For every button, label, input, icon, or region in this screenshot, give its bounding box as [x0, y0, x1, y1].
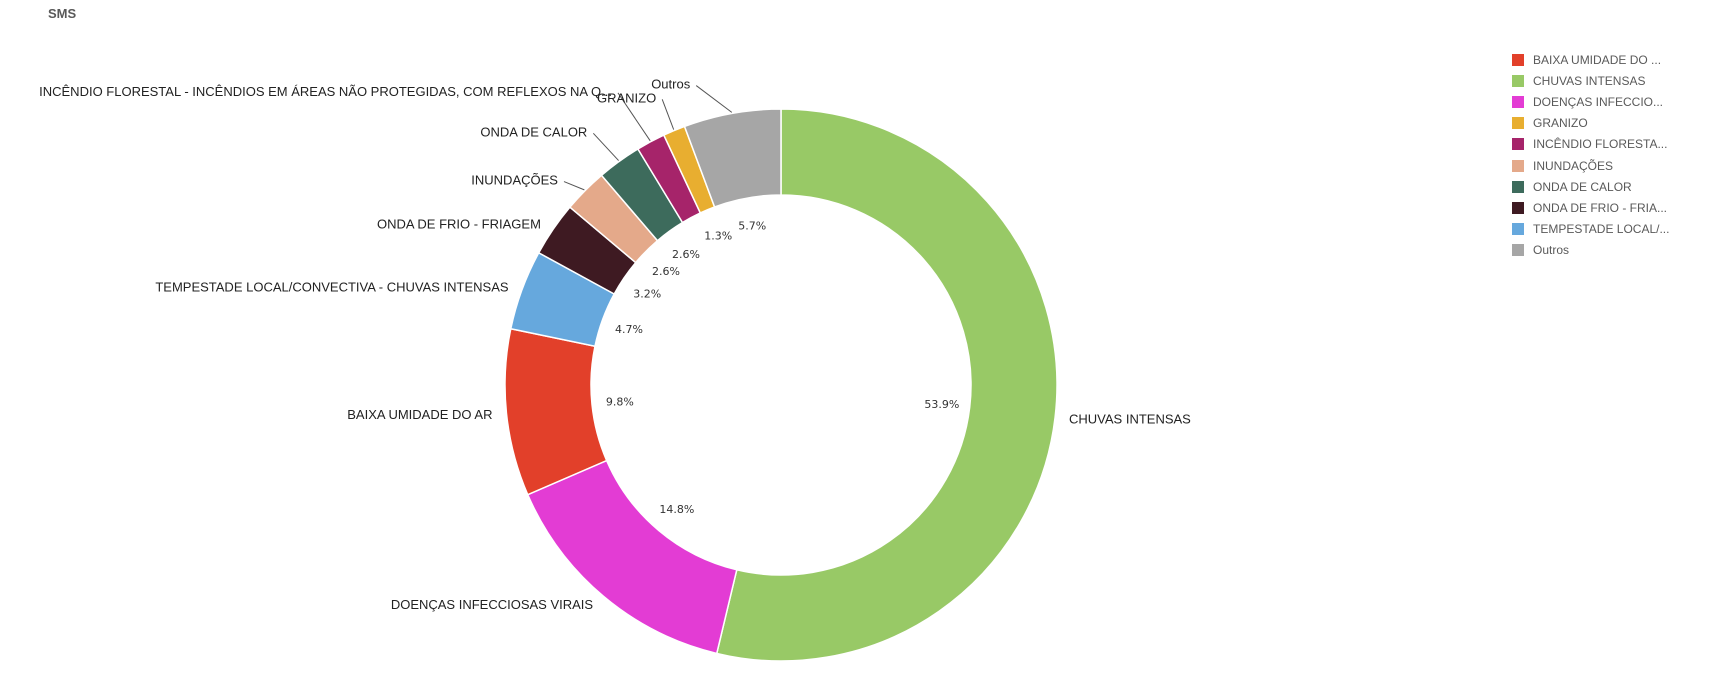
legend-label: INUNDAÇÕES: [1533, 158, 1614, 173]
legend-swatch: [1512, 180, 1524, 193]
legend-item[interactable]: TEMPESTADE LOCAL/...: [1512, 219, 1669, 240]
slice-percent-label: 2.6%: [652, 265, 680, 278]
legend-swatch: [1512, 74, 1524, 87]
slice-category-label: TEMPESTADE LOCAL/CONVECTIVA - CHUVAS INT…: [155, 279, 509, 294]
legend-swatch: [1512, 95, 1524, 108]
legend-label: GRANIZO: [1533, 116, 1588, 131]
legend-swatch: [1512, 201, 1524, 214]
legend-swatch: [1512, 117, 1524, 130]
label-leader-line: [592, 132, 619, 161]
legend-item[interactable]: CHUVAS INTENSAS: [1512, 70, 1669, 91]
slice-percent-label: 2.6%: [672, 248, 700, 261]
slice-category-label: GRANIZO: [597, 90, 656, 105]
slice-percent-label: 9.8%: [606, 395, 634, 408]
slice-percent-label: 3.2%: [633, 288, 661, 301]
slice-category-label: ONDA DE CALOR: [480, 124, 587, 139]
legend-swatch: [1512, 138, 1524, 151]
legend-label: Outros: [1533, 243, 1570, 258]
legend-swatch: [1512, 159, 1524, 172]
legend-swatch: [1512, 223, 1524, 236]
label-leader-line: [563, 181, 585, 191]
legend-swatch: [1512, 53, 1524, 66]
slice-percent-label: 53.9%: [924, 398, 959, 411]
donut-slice[interactable]: [683, 108, 782, 208]
slice-category-label: INCÊNDIO FLORESTAL - INCÊNDIOS EM ÁREAS …: [39, 84, 612, 99]
slice-category-label: INUNDAÇÕES: [471, 173, 558, 188]
legend-label: CHUVAS INTENSAS: [1533, 73, 1646, 88]
donut-slice[interactable]: [715, 108, 1058, 662]
legend-item[interactable]: GRANIZO: [1512, 113, 1669, 134]
slice-category-label: Outros: [651, 77, 691, 92]
chart-title: SMS: [48, 6, 77, 21]
legend-item[interactable]: DOENÇAS INFECCIO...: [1512, 91, 1669, 112]
label-leader-line: [661, 99, 675, 130]
legend-label: BAIXA UMIDADE DO ...: [1533, 52, 1662, 67]
slice-percent-label: 4.7%: [615, 323, 643, 336]
donut-chart: 53.9% CHUVAS INTENSAS 14.8% DOENÇAS INFECCI…: [39, 77, 1191, 662]
slice-category-label: CHUVAS INTENSAS: [1069, 412, 1191, 427]
donut-slice[interactable]: [526, 459, 738, 655]
legend-label: TEMPESTADE LOCAL/...: [1533, 222, 1670, 237]
legend-swatch: [1512, 244, 1524, 257]
legend-label: INCÊNDIO FLORESTA...: [1533, 137, 1668, 152]
slice-category-label: BAIXA UMIDADE DO AR: [347, 407, 492, 422]
slice-percent-label: 5.7%: [738, 220, 766, 233]
chart-legend: BAIXA UMIDADE DO ... CHUVAS INTENSAS DOE…: [1512, 49, 1669, 261]
legend-item[interactable]: ONDA DE FRIO - FRIA...: [1512, 197, 1669, 218]
legend-item[interactable]: Outros: [1512, 240, 1669, 261]
legend-item[interactable]: ONDA DE CALOR: [1512, 176, 1669, 197]
legend-label: DOENÇAS INFECCIO...: [1533, 94, 1664, 109]
slice-category-label: ONDA DE FRIO - FRIAGEM: [377, 217, 541, 232]
slice-percent-label: 14.8%: [659, 503, 694, 516]
legend-label: ONDA DE FRIO - FRIA...: [1533, 200, 1668, 215]
label-leader-line: [695, 85, 733, 113]
legend-item[interactable]: INUNDAÇÕES: [1512, 155, 1669, 176]
legend-item[interactable]: INCÊNDIO FLORESTA...: [1512, 134, 1669, 155]
label-leader-line: [617, 92, 651, 142]
slice-category-label: DOENÇAS INFECCIOSAS VIRAIS: [391, 597, 594, 612]
slice-percent-label: 1.3%: [704, 230, 732, 243]
legend-item[interactable]: BAIXA UMIDADE DO ...: [1512, 49, 1669, 70]
legend-label: ONDA DE CALOR: [1533, 179, 1632, 194]
